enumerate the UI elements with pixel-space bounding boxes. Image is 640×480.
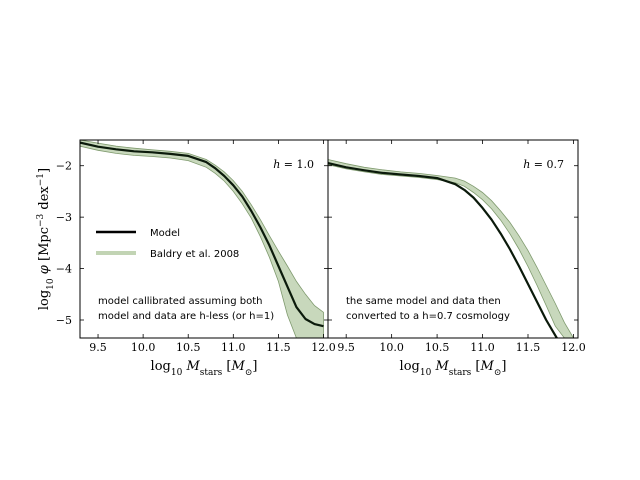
panel-h-label: h = 0.7 (523, 158, 564, 171)
y-tick-label: −4 (56, 263, 72, 276)
x-tick-label: 9.5 (337, 341, 355, 354)
x-axis-label: log10 Mstars [M⊙] (400, 359, 507, 378)
x-tick-label: 12.0 (311, 341, 336, 354)
plot-area (328, 159, 574, 338)
x-axis-label: log10 Mstars [M⊙] (151, 359, 258, 378)
x-tick-label: 10.5 (425, 341, 450, 354)
annotation-line: converted to a h=0.7 cosmology (346, 311, 510, 322)
panel-frame (327, 139, 579, 339)
x-tick-label: 10.0 (379, 341, 404, 354)
baldry-2008-band (328, 159, 574, 338)
y-tick-label: −5 (56, 314, 72, 327)
panel-h-label: h = 1.0 (273, 158, 314, 171)
panel-1: 9.5 10.0 10.5 11.0 11.5 12.0 −2 −3 −4 −5 h = 1.0 lo… (36, 139, 336, 378)
annotation-line: the same model and data then (346, 296, 501, 307)
model-line (328, 162, 559, 338)
x-tick-label: 11.0 (470, 341, 495, 354)
legend-entry: Baldry et al. 2008 (150, 249, 239, 260)
panel-2: 9.5 10.0 10.5 11.0 11.5 12.0 h = 0.7 log10 Msta… (327, 139, 586, 378)
x-tick-label: 12.0 (561, 341, 586, 354)
y-tick-label: −3 (56, 211, 72, 224)
x-tick-label: 10.5 (176, 341, 201, 354)
plot-area (80, 140, 324, 338)
model-line (80, 141, 324, 328)
legend-entry: Model (150, 228, 180, 239)
x-tick-label: 10.0 (131, 341, 156, 354)
y-tick-label: −2 (56, 160, 72, 173)
annotation-line: model callibrated assuming both (98, 296, 262, 307)
annotation-line: model and data are h-less (or h=1) (98, 311, 274, 322)
x-tick-label: 11.5 (516, 341, 541, 354)
x-tick-label: 11.0 (221, 341, 246, 354)
y-axis-label: log10 φ [Mpc−3 dex−1] (36, 168, 56, 310)
x-tick-label: 9.5 (89, 341, 107, 354)
x-tick-label: 11.5 (266, 341, 291, 354)
baldry-2008-band (80, 140, 324, 338)
